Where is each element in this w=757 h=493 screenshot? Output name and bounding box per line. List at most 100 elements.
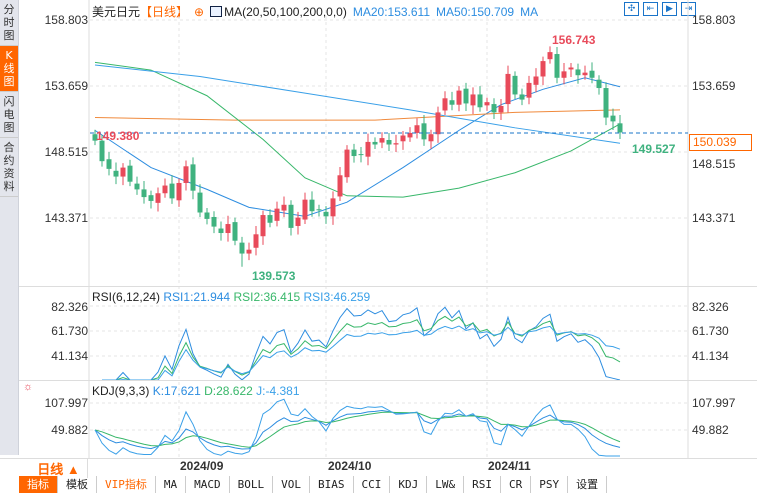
- candle: [421, 123, 427, 140]
- candle: [554, 54, 560, 78]
- candle: [449, 100, 455, 105]
- candle: [470, 94, 476, 106]
- rsi-axis-label: 61.730: [692, 324, 729, 338]
- tab-macd[interactable]: MACD: [186, 476, 230, 493]
- rsi-axis-label: 41.134: [51, 349, 88, 363]
- left-axis-label: 153.659: [44, 79, 88, 93]
- ma50-value: MA50:150.709: [436, 5, 515, 19]
- candle: [575, 69, 581, 76]
- left-axis-label: 148.515: [44, 145, 88, 159]
- tab-rsi[interactable]: RSI: [464, 476, 501, 493]
- candle: [561, 71, 567, 78]
- tab-bias[interactable]: BIAS: [310, 476, 354, 493]
- candle: [225, 224, 231, 234]
- candle: [218, 228, 224, 234]
- rsi3-value: RSI3:46.259: [303, 290, 371, 304]
- chart-canvas[interactable]: 156.743 139.573 149.380 149.527: [0, 0, 757, 460]
- kdj-axis-label: 49.882: [692, 423, 729, 437]
- candle: [477, 94, 483, 108]
- tab-lw[interactable]: LW&: [427, 476, 465, 493]
- candle: [260, 215, 266, 237]
- tab-vol[interactable]: VOL: [273, 476, 310, 493]
- candle: [148, 195, 154, 201]
- candle: [253, 234, 259, 248]
- date-label: 2024/09: [180, 459, 224, 473]
- right-axis-label: 143.371: [692, 211, 736, 225]
- low-annotation: 139.573: [252, 269, 296, 283]
- right-axis-label: 153.659: [692, 79, 736, 93]
- rsi6-line: [102, 306, 621, 381]
- candle: [540, 61, 546, 77]
- kdj-label: KDJ(9,3,3): [92, 384, 150, 398]
- candle: [246, 249, 252, 254]
- j-value: J:-4.381: [256, 384, 300, 398]
- candle: [330, 198, 336, 217]
- tab-cr[interactable]: CR: [501, 476, 532, 493]
- last-low-annotation: 149.527: [632, 142, 676, 156]
- left-axis-label: 143.371: [44, 211, 88, 225]
- ma-line-ma50: [94, 109, 621, 121]
- candle: [113, 170, 119, 177]
- divider: [19, 286, 757, 287]
- tab-template[interactable]: 模板: [58, 476, 97, 493]
- rsi24-line: [102, 325, 621, 381]
- candle: [120, 167, 126, 177]
- rsi1-value: RSI1:21.944: [163, 290, 231, 304]
- candle: [99, 140, 105, 162]
- tab-boll[interactable]: BOLL: [230, 476, 274, 493]
- candle: [190, 164, 196, 191]
- zoom-range-icon[interactable]: ⇤: [643, 2, 658, 16]
- date-axis: 日线 ▲ 2024/09 2024/10 2024/11: [0, 458, 757, 478]
- play-icon[interactable]: ▶: [662, 2, 677, 16]
- ma-chart-icon[interactable]: [210, 6, 223, 17]
- rsi2-value: RSI2:36.415: [233, 290, 301, 304]
- candle: [302, 199, 308, 220]
- candle: [232, 222, 238, 241]
- candle: [169, 183, 175, 199]
- sidebar-item-timeshare[interactable]: 分时图: [0, 0, 18, 46]
- candle: [211, 216, 217, 227]
- candle: [127, 165, 133, 182]
- candle: [323, 211, 329, 217]
- rsi-axis-label: 61.730: [51, 324, 88, 338]
- tab-vip-indicators[interactable]: VIP指标: [97, 476, 156, 493]
- settings-sun-icon[interactable]: ☼: [23, 381, 34, 393]
- current-price-tag: 150.039: [689, 134, 752, 151]
- rsi-axis-label: 82.326: [692, 300, 729, 314]
- d-value: D:28.622: [204, 384, 253, 398]
- kdj-axis-label: 49.882: [51, 423, 88, 437]
- candle: [568, 67, 574, 70]
- sidebar-item-kline[interactable]: K线图: [0, 46, 18, 92]
- period-selector[interactable]: 日线 ▲: [30, 459, 88, 478]
- tab-indicators[interactable]: 指标: [19, 476, 58, 493]
- candle: [274, 208, 280, 221]
- tab-ma[interactable]: MA: [156, 476, 187, 493]
- tab-cci[interactable]: CCI: [354, 476, 391, 493]
- tab-kdj[interactable]: KDJ: [390, 476, 428, 493]
- candle: [162, 185, 168, 194]
- candle: [414, 125, 420, 133]
- candle: [309, 199, 315, 212]
- candle: [407, 132, 413, 138]
- right-axis-label: 148.515: [692, 157, 736, 171]
- candle: [351, 149, 357, 157]
- candle: [386, 139, 392, 145]
- rsi-legend: RSI(6,12,24) RSI1:21.944 RSI2:36.415 RSI…: [92, 290, 370, 304]
- tab-psy[interactable]: PSY: [531, 476, 569, 493]
- rsi-axis-label: 82.326: [51, 300, 88, 314]
- left-axis-label: 158.803: [44, 13, 88, 27]
- candle: [281, 204, 287, 211]
- symbol-title: 美元日元: [92, 5, 141, 19]
- ma20-value: MA20:153.611: [352, 5, 431, 19]
- candle: [288, 204, 294, 228]
- tab-settings[interactable]: 设置: [568, 476, 608, 493]
- sidebar-item-flash[interactable]: 闪电图: [0, 92, 18, 138]
- crosshair-icon[interactable]: ⊕: [194, 5, 205, 19]
- crosshair-tool-icon[interactable]: ✣: [624, 2, 639, 16]
- candle: [547, 52, 553, 60]
- candle: [106, 159, 112, 169]
- candle: [239, 242, 245, 254]
- kdj-legend: KDJ(9,3,3) K:17.621 D:28.622 J:-4.381: [92, 384, 300, 398]
- candle: [358, 154, 364, 156]
- sidebar-item-contract[interactable]: 合约资料: [0, 138, 18, 197]
